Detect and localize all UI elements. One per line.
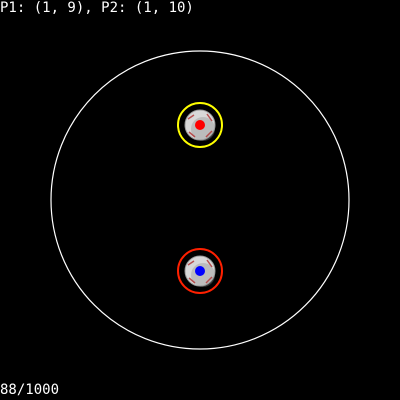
player-p2-marker <box>195 266 205 276</box>
player-p1 <box>177 102 223 148</box>
player-positions-readout: P1: (1, 9), P2: (1, 10) <box>0 0 194 16</box>
step-counter: 88/1000 <box>0 382 60 398</box>
player-p1-ring <box>177 102 223 148</box>
players-layer <box>177 102 223 294</box>
player-p2-ring <box>177 248 223 294</box>
arena-boundary <box>50 50 350 350</box>
player-p2 <box>177 248 223 294</box>
player-p1-marker <box>195 120 205 130</box>
